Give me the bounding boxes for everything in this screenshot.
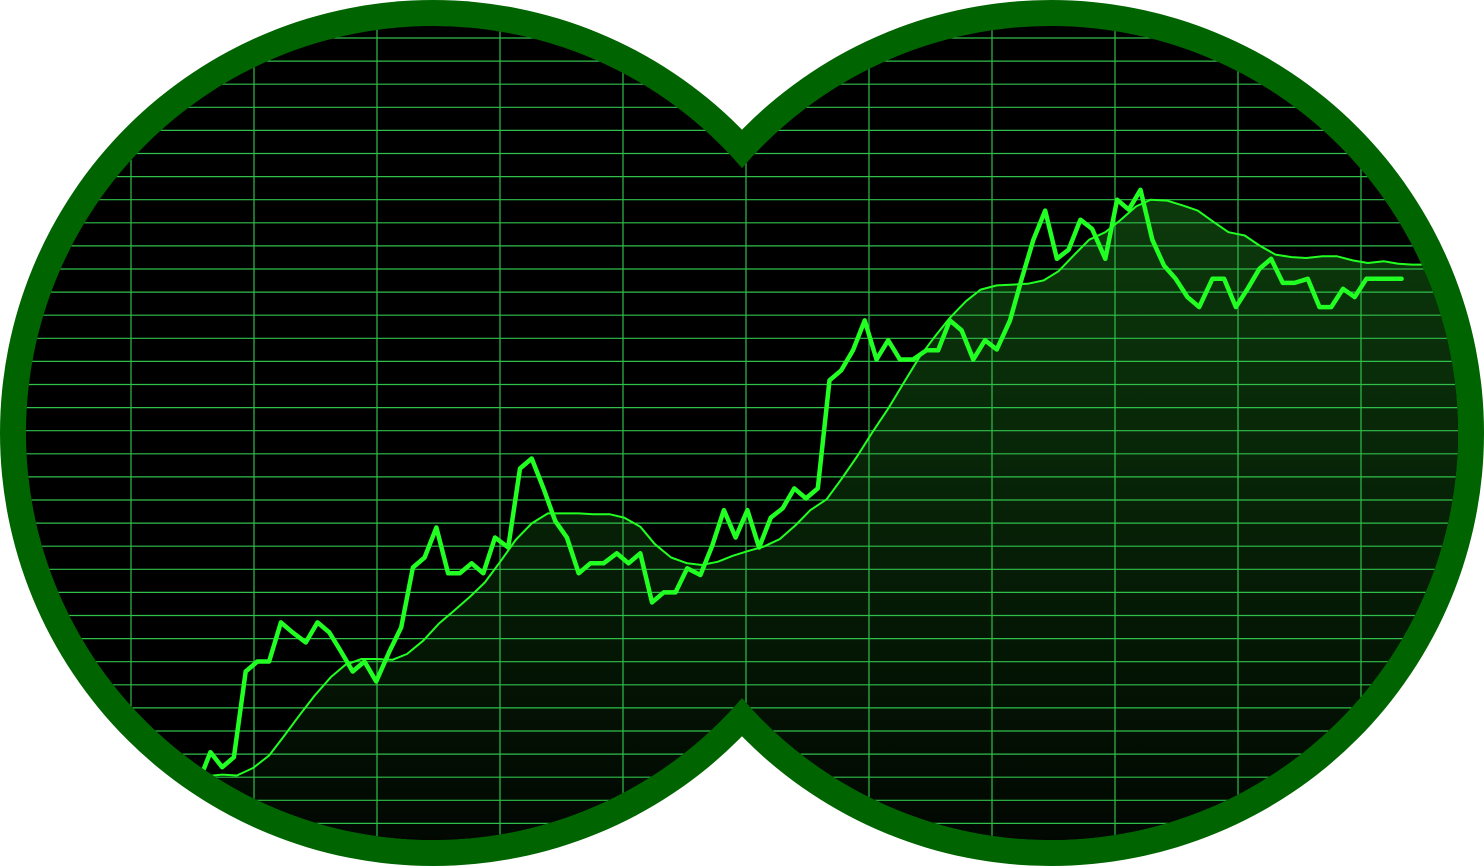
price-series-line (184, 187, 1404, 790)
series-area-fill (26, 199, 1458, 840)
chart-series (26, 187, 1458, 790)
moving-average-line (26, 198, 1458, 780)
